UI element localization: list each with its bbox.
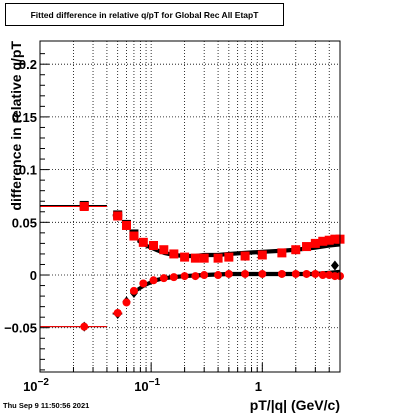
data-point — [302, 242, 312, 252]
data-point — [169, 273, 178, 282]
data-point — [191, 272, 200, 281]
series-square-ff0000 — [40, 202, 345, 263]
data-point — [291, 245, 301, 255]
y-axis-title: difference in relative q/pT — [8, 41, 24, 211]
x-axis-title: pT/|q| (GeV/c) — [250, 397, 340, 413]
data-point — [257, 250, 267, 260]
data-point — [291, 269, 300, 278]
data-point — [330, 260, 339, 271]
chart-title-box: Fitted difference in relative q/pT for G… — [5, 3, 284, 26]
y-tick-label: 0.1 — [19, 163, 37, 178]
data-point — [80, 322, 89, 331]
data-point — [241, 269, 250, 278]
data-point — [129, 231, 139, 241]
data-point — [199, 253, 209, 263]
axes: −0.05 0 0.05 0.1 0.15 0.2 10−2 10−1 1 — [4, 53, 341, 394]
data-point — [79, 202, 89, 211]
data-point — [318, 236, 328, 246]
data-point — [200, 271, 209, 280]
y-tick-label: 0.2 — [19, 57, 37, 72]
data-point — [138, 237, 148, 247]
data-point — [311, 269, 320, 278]
x-tick-label: 10−1 — [134, 377, 160, 394]
data-point — [318, 271, 327, 280]
data-point — [113, 308, 122, 317]
y-tick-label: 0 — [30, 268, 37, 283]
data-point — [310, 238, 320, 248]
data-point — [139, 279, 148, 288]
data-point — [180, 252, 190, 262]
chart-title: Fitted difference in relative q/pT for G… — [30, 9, 259, 20]
y-tick-label: −0.05 — [4, 321, 37, 336]
plot-frame — [39, 40, 341, 373]
data-marks — [40, 200, 345, 332]
data-point — [302, 269, 311, 278]
timestamp: Thu Sep 9 11:50:56 2021 — [3, 401, 90, 410]
data-point — [190, 253, 200, 263]
data-point — [159, 274, 168, 283]
data-point — [277, 269, 286, 278]
data-point — [129, 286, 138, 295]
data-point — [324, 235, 334, 245]
data-point — [169, 249, 179, 259]
data-point — [277, 248, 287, 258]
series-circle-ff0000 — [40, 269, 344, 331]
data-point — [224, 269, 233, 278]
x-tick-label: 1 — [255, 379, 262, 394]
data-point — [180, 272, 189, 281]
y-tick-label: 0.15 — [12, 110, 37, 125]
data-point — [240, 251, 250, 261]
data-point — [121, 220, 131, 230]
data-point — [258, 269, 267, 278]
data-point — [149, 241, 159, 251]
data-point — [330, 234, 340, 244]
data-point — [224, 252, 234, 262]
data-point — [149, 276, 158, 285]
data-point — [214, 271, 223, 280]
x-tick-label: 10−2 — [23, 377, 49, 394]
data-point — [159, 245, 169, 255]
data-point — [213, 253, 223, 263]
data-point — [122, 298, 131, 307]
y-tick-label: 0.05 — [12, 215, 37, 230]
data-point — [113, 211, 123, 221]
